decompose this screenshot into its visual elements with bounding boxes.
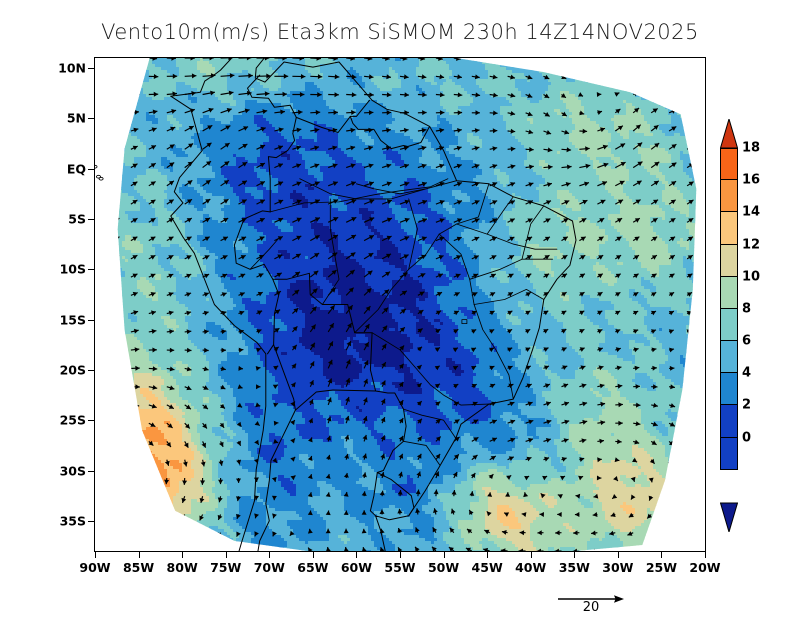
colorbar-tick-8: 8 [742, 301, 751, 316]
x-tick-mark [661, 552, 662, 558]
map-clip [95, 58, 705, 551]
colorbar-band [720, 341, 738, 373]
x-axis-label-25W: 25W [646, 560, 677, 575]
x-axis-label-30W: 30W [602, 560, 633, 575]
y-axis-label-5N: 5N [67, 111, 86, 126]
colorbar-band [720, 405, 738, 437]
colorbar-band [720, 309, 738, 341]
y-tick-mark [88, 471, 94, 472]
x-axis-label-90W: 90W [79, 560, 110, 575]
x-axis-label-65W: 65W [297, 560, 328, 575]
y-axis-label-30S: 30S [60, 463, 86, 478]
x-axis-label-85W: 85W [123, 560, 154, 575]
colorbar-tick-18: 18 [742, 141, 760, 156]
y-tick-mark [88, 118, 94, 119]
y-tick-mark [88, 169, 94, 170]
colorbar-band [720, 212, 738, 244]
x-tick-mark [313, 552, 314, 558]
colorbar-band [720, 373, 738, 405]
colorbar-band [720, 277, 738, 309]
x-axis-label-45W: 45W [472, 560, 503, 575]
x-tick-mark [574, 552, 575, 558]
colorbar-tick-14: 14 [742, 205, 760, 220]
x-tick-mark [400, 552, 401, 558]
colorbar-tick-12: 12 [742, 237, 760, 252]
map-plot-area [94, 57, 706, 552]
y-axis-label-5S: 5S [68, 211, 86, 226]
x-axis-label-20W: 20W [689, 560, 720, 575]
x-axis-label-35W: 35W [559, 560, 590, 575]
x-axis-label-60W: 60W [341, 560, 372, 575]
y-axis-label-15S: 15S [60, 312, 86, 327]
colorbar-band [720, 148, 738, 180]
colorbar: 0 2 4 6 8 10 12 14 16 18 [720, 148, 738, 502]
page-title: Vento10m(m/s) Eta3km SiSMOM 230h 14Z14NO… [0, 20, 800, 44]
x-tick-mark [356, 552, 357, 558]
x-axis-label-40W: 40W [515, 560, 546, 575]
x-tick-mark [618, 552, 619, 558]
y-axis-label-EQ: EQ [67, 161, 86, 176]
reference-vector-label: 20 [558, 600, 624, 615]
colorbar-tick-6: 6 [742, 334, 751, 349]
y-tick-mark [88, 521, 94, 522]
x-tick-mark [269, 552, 270, 558]
y-axis-label-25S: 25S [60, 413, 86, 428]
y-tick-mark [88, 420, 94, 421]
y-axis-label-20S: 20S [60, 362, 86, 377]
colorbar-tick-2: 2 [742, 398, 751, 413]
colorbar-tick-0: 0 [742, 430, 751, 445]
x-axis-label-55W: 55W [384, 560, 415, 575]
x-tick-mark [531, 552, 532, 558]
colorbar-tick-10: 10 [742, 269, 760, 284]
x-tick-mark [487, 552, 488, 558]
colorbar-tick-4: 4 [742, 366, 751, 381]
wind-map-figure: Vento10m(m/s) Eta3km SiSMOM 230h 14Z14NO… [0, 0, 800, 618]
colorbar-min-arrow-icon [720, 502, 738, 532]
x-axis-label-70W: 70W [254, 560, 285, 575]
y-tick-mark [88, 370, 94, 371]
x-axis-label-80W: 80W [167, 560, 198, 575]
colorbar-band [720, 245, 738, 277]
y-axis-label-35S: 35S [60, 513, 86, 528]
y-tick-mark [88, 320, 94, 321]
x-axis-label-50W: 50W [428, 560, 459, 575]
y-axis-label-10N: 10N [58, 61, 86, 76]
map-canvas [95, 58, 705, 551]
x-axis-label-75W: 75W [210, 560, 241, 575]
y-tick-mark [88, 219, 94, 220]
colorbar-band [720, 180, 738, 212]
colorbar-max-arrow-icon [720, 119, 738, 149]
x-tick-mark [95, 552, 96, 558]
x-tick-mark [444, 552, 445, 558]
x-tick-mark [139, 552, 140, 558]
y-tick-mark [88, 68, 94, 69]
y-tick-mark [88, 269, 94, 270]
colorbar-tick-16: 16 [742, 173, 760, 188]
x-tick-mark [226, 552, 227, 558]
colorbar-band [720, 438, 738, 470]
y-axis-label-10S: 10S [60, 262, 86, 277]
x-tick-mark [705, 552, 706, 558]
x-tick-mark [182, 552, 183, 558]
